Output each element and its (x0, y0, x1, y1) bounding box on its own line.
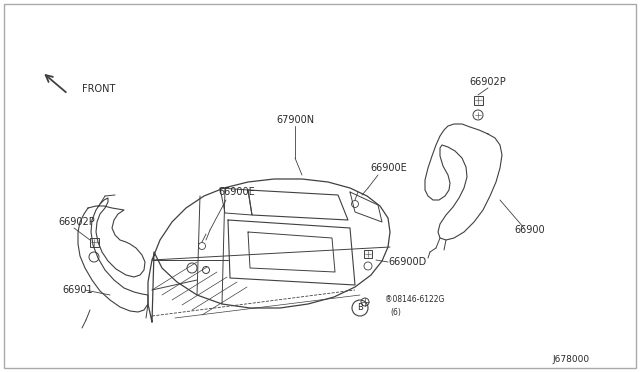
Text: 66900E: 66900E (370, 163, 407, 173)
Text: 66901: 66901 (62, 285, 93, 295)
Text: 66900: 66900 (515, 225, 545, 235)
Text: J678000: J678000 (553, 356, 590, 365)
Text: 66902P: 66902P (470, 77, 506, 87)
Text: 66902P: 66902P (58, 217, 95, 227)
Text: B: B (357, 304, 363, 312)
Text: 66900E: 66900E (218, 187, 255, 197)
Text: (6): (6) (390, 308, 401, 317)
Bar (90, 237, 99, 247)
Bar (364, 250, 372, 258)
Text: 67900N: 67900N (276, 115, 314, 125)
Text: 66900D: 66900D (388, 257, 426, 267)
Bar (474, 96, 483, 105)
Text: FRONT: FRONT (82, 84, 115, 94)
Text: ®08146-6122G: ®08146-6122G (385, 295, 444, 305)
